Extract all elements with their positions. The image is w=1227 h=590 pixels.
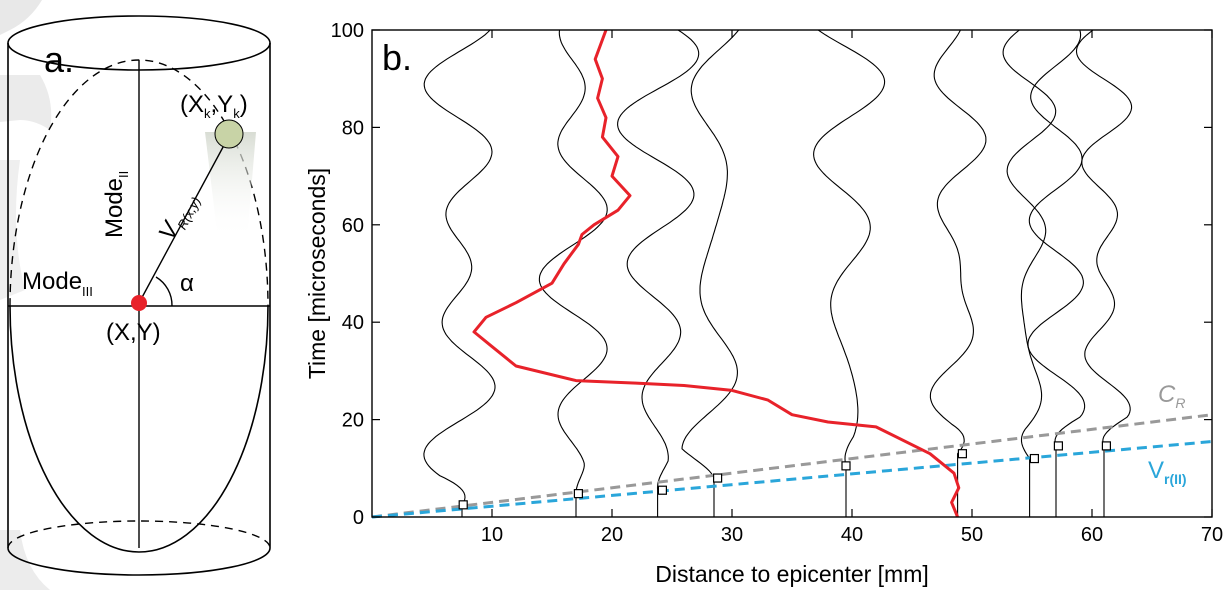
- arrival-markers: [458, 441, 1112, 510]
- arrival-marker: [712, 473, 723, 483]
- waveform-trace: [617, 29, 700, 517]
- y-tick-label: 100: [331, 20, 364, 42]
- x-tick-label: 60: [1081, 524, 1103, 546]
- background-shape: [0, 75, 52, 130]
- waveform-trace: [813, 29, 886, 517]
- mode-iii-label: ModeIII: [22, 268, 93, 299]
- panel-a-label: a.: [44, 39, 74, 80]
- velocity-vector: [138, 135, 230, 304]
- arrival-marker: [957, 449, 968, 459]
- background-shape: [0, 160, 25, 300]
- red-trace-group: [472, 29, 961, 518]
- y-tick-label: 40: [342, 312, 364, 334]
- background-shape: [0, 530, 50, 590]
- x-tick-label: 50: [961, 524, 983, 546]
- y-tick-label: 80: [342, 117, 364, 139]
- waveform-trace: [1002, 29, 1057, 517]
- svg-text:ModeIII: ModeIII: [22, 268, 93, 299]
- x-tick-label: 70: [1201, 524, 1223, 546]
- red-trace: [472, 29, 961, 518]
- svg-text:(Xk,Yk): (Xk,Yk): [180, 91, 248, 121]
- origin-label: (X,Y): [106, 319, 161, 346]
- arrival-marker: [1101, 441, 1112, 451]
- arrival-marker: [1053, 441, 1064, 451]
- arrival-marker: [657, 485, 668, 495]
- target-beam: [205, 132, 256, 240]
- series-line-v-r-ii: [371, 440, 1213, 519]
- arrival-marker: [458, 500, 468, 510]
- arrival-marker: [1029, 453, 1040, 464]
- series-labels: CR Vr(II): [1148, 381, 1187, 487]
- x-tick-label: 20: [601, 524, 623, 546]
- axis-ticks: 10 20 30 40 50 60 70 0 20 40 60 80 100: [331, 20, 1224, 546]
- rupture-ellipse-lower: [9, 305, 269, 553]
- mode-ii-label: ModeII: [101, 171, 131, 238]
- cylinder-bottom-back: [7, 520, 271, 549]
- x-tick-label: 30: [721, 524, 743, 546]
- waveform-trace: [538, 29, 608, 517]
- series-line-c-r: [371, 413, 1213, 519]
- waveform-traces: [423, 29, 1133, 517]
- arrival-marker: [573, 489, 584, 499]
- velocity-guides: [371, 413, 1213, 519]
- series-label: Vr(II): [1148, 457, 1187, 487]
- cylinder-bottom-front: [7, 547, 271, 576]
- target-label: (Xk,Yk): [180, 91, 248, 121]
- origin-point: [131, 295, 147, 311]
- panel-b-chart: 10 20 30 40 50 60 70 0 20 40 60 80 100 b. Distance t…: [304, 20, 1223, 587]
- svg-text:ModeII: ModeII: [101, 171, 131, 238]
- plot-frame: [371, 29, 1213, 518]
- waveform-trace: [681, 29, 740, 517]
- waveform-trace: [423, 29, 496, 517]
- waveform-trace: [929, 29, 987, 517]
- x-axis-label: Distance to epicenter [mm]: [655, 561, 929, 587]
- target-point: [214, 119, 244, 149]
- panel-a-diagram: a. (Xk,Yk) ModeII VR(x,y) ModeIII α (X,Y…: [0, 0, 271, 590]
- panel-b-label: b.: [382, 37, 412, 78]
- y-tick-label: 20: [342, 410, 364, 432]
- x-tick-label: 10: [481, 524, 503, 546]
- arrival-marker: [841, 461, 851, 471]
- alpha-label: α: [180, 270, 194, 297]
- alpha-arc: [155, 276, 173, 307]
- x-tick-label: 40: [841, 524, 863, 546]
- waveform-trace: [1027, 29, 1086, 517]
- y-axis-label: Time [microseconds]: [304, 168, 330, 379]
- y-tick-label: 0: [353, 507, 364, 529]
- series-label: CR: [1158, 381, 1185, 411]
- waveform-trace: [1075, 29, 1133, 517]
- y-tick-label: 60: [342, 215, 364, 237]
- background-shape: [0, 0, 42, 35]
